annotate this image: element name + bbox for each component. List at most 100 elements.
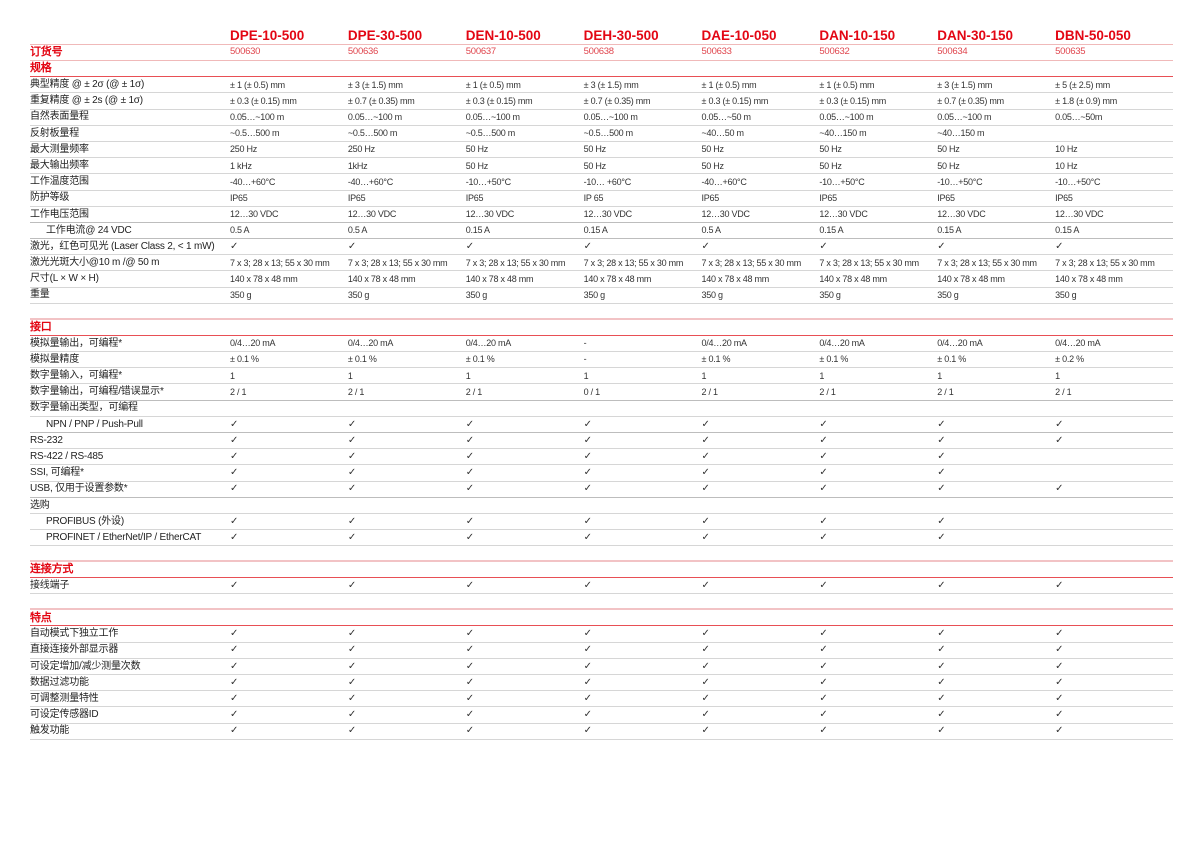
check-icon: ✓ [230,660,239,672]
table-cell: 50 Hz [465,160,489,171]
table-cell: -40…+60°C [701,176,747,187]
table-row: 典型精度 @ ± 2σ (@ ± 1σ) ± 1 (± 0.5) mm ± 3 (±… [30,77,1173,94]
check-icon: ✓ [819,580,828,592]
check-icon: ✓ [583,531,592,543]
table-row: 选购 [30,498,1173,514]
check-icon: ✓ [1055,725,1064,737]
check-icon: ✓ [465,418,474,430]
table-row: RS-422 / RS-485 ✓ ✓ ✓ ✓ ✓ ✓ ✓ [30,449,1173,466]
table-cell: 1 kHz [230,160,252,171]
check-icon: ✓ [937,467,946,479]
check-icon: ✓ [1055,240,1064,252]
table-row: 自动模式下独立工作 ✓ ✓ ✓ ✓ ✓ ✓ ✓ ✓ [30,626,1173,643]
table-cell: ± 1.8 (± 0.9) mm [1055,95,1118,106]
check-icon: ✓ [1055,418,1064,430]
table-cell: 0.05…~100 m [583,111,638,122]
check-icon: ✓ [701,467,710,479]
table-cell: 1 [583,370,589,381]
table-cell: IP 65 [583,192,604,203]
table-cell: 7 x 3; 28 x 13; 55 x 30 mm [819,257,919,268]
check-icon: ✓ [937,515,946,527]
table-row: 激光光斑大小@10 m /@ 50 m 7 x 3; 28 x 13; 55 x … [30,255,1173,272]
table-cell: 350 g [937,290,959,301]
check-icon: ✓ [347,693,357,705]
check-icon: ✓ [583,434,592,446]
table-cell: 50 Hz [937,160,960,171]
table-cell: 10 Hz [1055,160,1078,171]
check-icon: ✓ [230,628,239,640]
table-row: 可设定增加/减少测量次数 ✓ ✓ ✓ ✓ ✓ ✓ ✓ ✓ [30,659,1173,675]
table-cell: ± 5 (± 2.5) mm [1055,79,1111,90]
table-cell: -10…+50°C [465,176,511,187]
table-cell: - [583,338,587,349]
check-icon: ✓ [819,693,828,705]
table-row: 数字量输出类型，可编程 [30,401,1173,417]
table-cell: 50 Hz [819,144,842,155]
table-cell: 50 Hz [937,144,960,155]
table-cell: 0.05…~100 m [937,111,992,122]
product-name: DEH-30-500 [583,27,659,43]
check-icon: ✓ [819,515,828,527]
check-icon: ✓ [347,580,357,592]
check-icon: ✓ [583,483,592,495]
check-icon: ✓ [701,483,710,495]
table-cell: 0.15 A [465,225,490,236]
check-icon: ✓ [819,644,828,656]
check-icon: ✓ [347,515,357,527]
check-icon: ✓ [583,676,592,688]
table-row: 模拟量精度 ± 0.1 % ± 0.1 % ± 0.1 % - ± 0.1 % ± 0.1 … [30,352,1173,369]
table-cell: 0/4…20 mA [465,338,512,349]
table-cell: 140 x 78 x 48 mm [347,273,416,284]
table-cell: 140 x 78 x 48 mm [465,273,534,284]
section-spacer [30,304,1173,320]
table-cell: 50 Hz [701,160,725,171]
check-icon: ✓ [230,709,239,721]
table-cell: 1 [1055,370,1060,381]
table-cell: 350 g [230,290,252,301]
table-cell: ~40…150 m [819,128,867,139]
table-cell: -10…+50°C [937,176,983,187]
product-name: DAE-10-050 [701,27,777,43]
check-icon: ✓ [347,725,357,737]
check-icon: ✓ [701,725,710,737]
table-cell: 250 Hz [347,144,375,155]
row-label: 工作电压范围 [30,208,89,220]
table-cell: 0.05…~50 m [701,111,752,122]
table-row: 工作电压范围 12…30 VDC 12…30 VDC 12…30 VDC 12…30 V… [30,207,1173,223]
check-icon: ✓ [937,580,946,592]
row-label: 最大测量频率 [30,143,89,155]
order-number: 500632 [819,46,850,58]
check-icon: ✓ [465,467,474,479]
check-icon: ✓ [1055,483,1064,495]
table-cell: 0.05…~100 m [465,111,520,122]
check-icon: ✓ [1055,693,1064,705]
table-cell: ~40…150 m [937,128,985,139]
check-icon: ✓ [583,709,592,721]
section-title: 规格 [30,62,52,75]
table-cell: ± 0.1 % [230,354,259,365]
table-cell: 12…30 VDC [819,209,868,220]
table-cell: 50 Hz [819,160,842,171]
section-spacer [30,594,1173,611]
table-cell: IP65 [347,192,366,203]
table-cell: 0.15 A [819,225,844,236]
row-label: NPN / PNP / Push-Pull [46,418,143,430]
product-name: DAN-10-150 [819,27,896,43]
table-cell: 140 x 78 x 48 mm [819,273,887,284]
check-icon: ✓ [583,515,592,527]
row-label: 数字量输入，可编程* [30,370,122,382]
table-row: 数字量输出，可编程/错误显示* 2 / 1 2 / 1 2 / 1 0 / 1 2 / 1… [30,384,1173,401]
check-icon: ✓ [701,709,710,721]
check-icon: ✓ [583,467,592,479]
table-row: SSI, 可编程* ✓ ✓ ✓ ✓ ✓ ✓ ✓ [30,465,1173,482]
row-label: RS-232 [30,434,63,446]
row-label: 反射板量程 [30,127,79,139]
check-icon: ✓ [701,660,710,672]
row-label: 可调整测量特性 [30,693,99,705]
row-label: 重量 [30,289,50,301]
check-icon: ✓ [347,450,357,462]
row-label: 尺寸(L × W × H) [30,273,99,285]
table-row: 最大测量频率 250 Hz 250 Hz 50 Hz 50 Hz 50 Hz 50 Hz 50… [30,142,1173,159]
row-label: 接线端子 [30,580,70,592]
table-row: 数字量输入，可编程* 1 1 1 1 1 1 1 1 [30,368,1173,385]
